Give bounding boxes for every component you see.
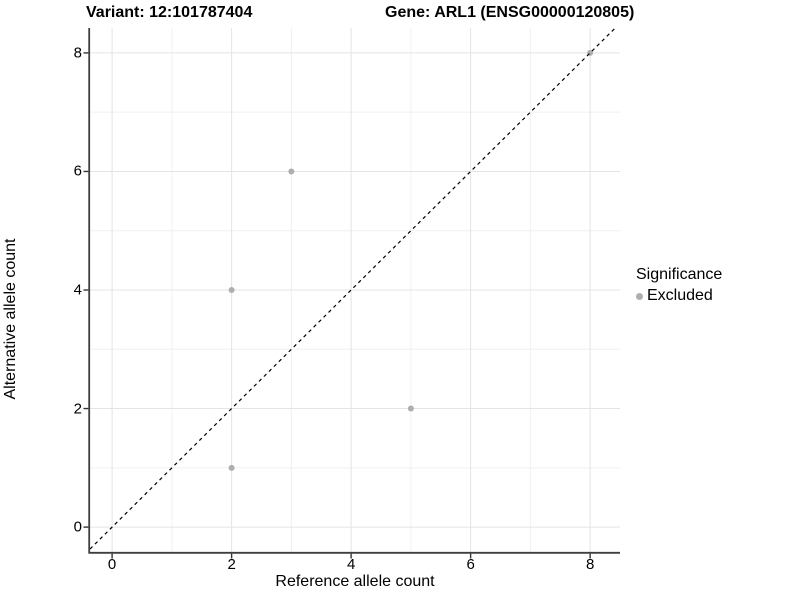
y-tick-label: 4 — [73, 281, 82, 299]
y-tick-label: 8 — [73, 44, 82, 62]
legend-title: Significance — [636, 266, 723, 283]
x-axis-title: Reference allele count — [275, 573, 435, 590]
y-tick-label: 2 — [73, 400, 82, 418]
y-axis-title: Alternative allele count — [2, 238, 19, 400]
x-tick-label: 4 — [346, 556, 356, 573]
excluded-point-swatch-icon — [636, 292, 643, 300]
x-tick-label: 2 — [227, 556, 236, 573]
y-tick-label: 6 — [73, 162, 82, 180]
x-tick-label: 8 — [585, 556, 595, 573]
plot-panel — [83, 27, 620, 559]
plot-title-variant: Variant: 12:101787404 — [86, 4, 253, 21]
y-tick-label: 0 — [73, 518, 82, 536]
x-tick-label: 0 — [107, 556, 117, 573]
data-point — [288, 168, 295, 175]
legend-item-excluded: Excluded — [636, 287, 722, 305]
plot-canvas — [83, 27, 620, 559]
plot-title-gene: Gene: ARL1 (ENSG00000120805) — [385, 4, 635, 21]
data-point — [228, 464, 235, 471]
legend-item-label: Excluded — [647, 287, 713, 304]
legend: Significance Excluded — [636, 266, 722, 305]
data-point — [407, 405, 414, 412]
identity-reference-line — [89, 27, 616, 550]
data-point — [228, 287, 235, 293]
x-tick-label: 6 — [466, 556, 475, 573]
